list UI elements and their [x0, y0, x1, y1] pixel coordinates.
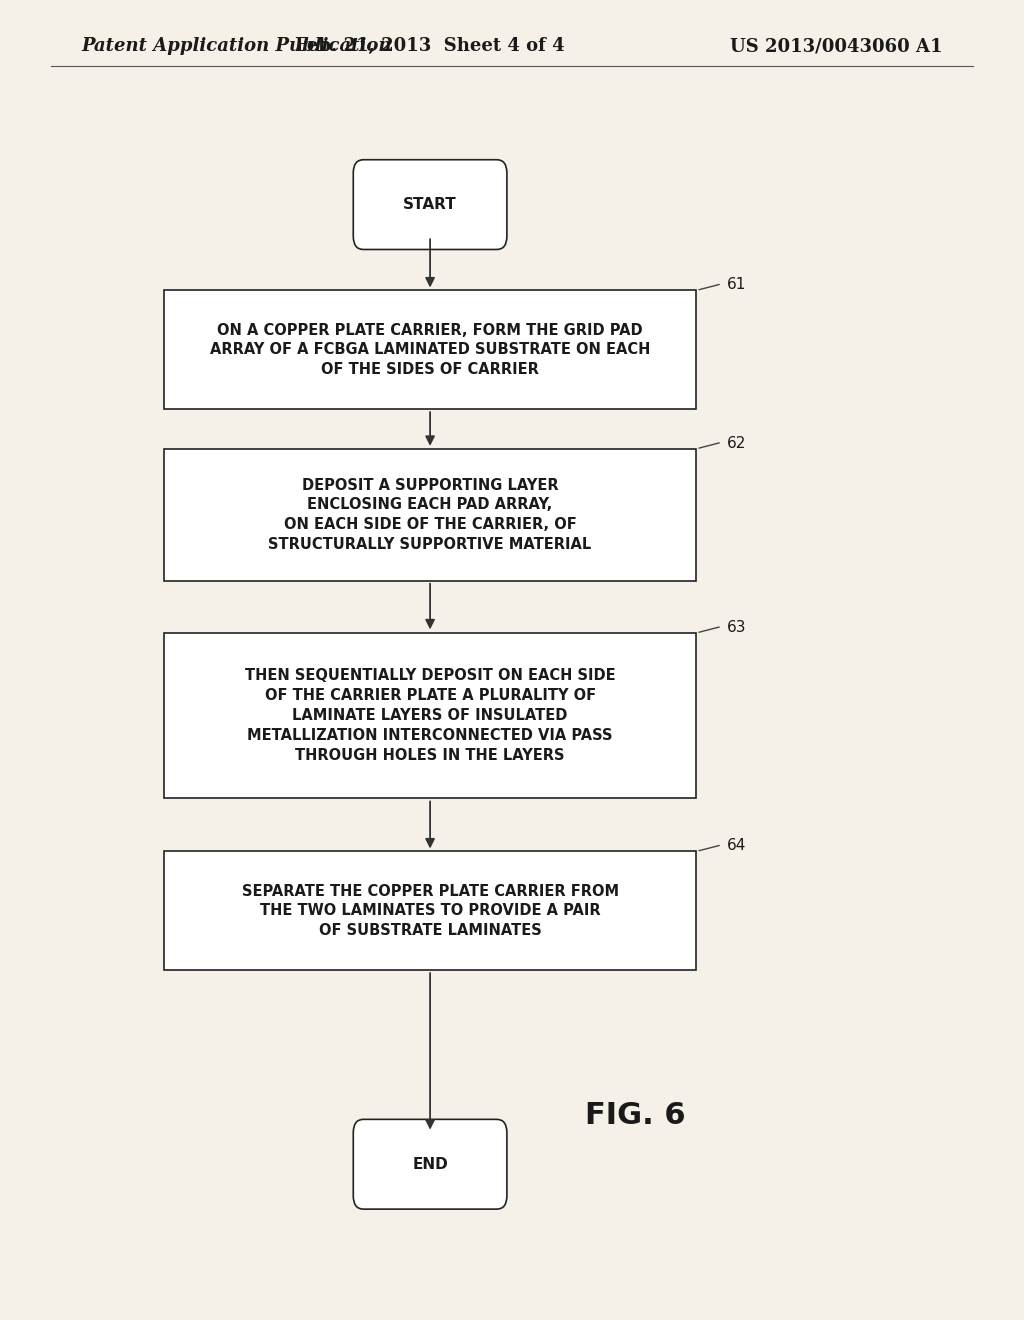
FancyBboxPatch shape	[353, 1119, 507, 1209]
Text: US 2013/0043060 A1: US 2013/0043060 A1	[729, 37, 942, 55]
FancyBboxPatch shape	[353, 160, 507, 249]
Text: 64: 64	[727, 838, 746, 853]
Text: END: END	[413, 1156, 447, 1172]
Text: START: START	[403, 197, 457, 213]
Text: 61: 61	[727, 277, 746, 292]
Text: ON A COPPER PLATE CARRIER, FORM THE GRID PAD
ARRAY OF A FCBGA LAMINATED SUBSTRAT: ON A COPPER PLATE CARRIER, FORM THE GRID…	[210, 322, 650, 378]
Bar	[164, 634, 696, 797]
Text: FIG. 6: FIG. 6	[585, 1101, 685, 1130]
Bar	[164, 851, 696, 970]
Bar	[164, 449, 696, 581]
Bar	[164, 290, 696, 409]
Text: 63: 63	[727, 620, 746, 635]
Text: 62: 62	[727, 436, 746, 450]
Text: THEN SEQUENTIALLY DEPOSIT ON EACH SIDE
OF THE CARRIER PLATE A PLURALITY OF
LAMIN: THEN SEQUENTIALLY DEPOSIT ON EACH SIDE O…	[245, 668, 615, 763]
Text: SEPARATE THE COPPER PLATE CARRIER FROM
THE TWO LAMINATES TO PROVIDE A PAIR
OF SU: SEPARATE THE COPPER PLATE CARRIER FROM T…	[242, 883, 618, 939]
Text: Patent Application Publication: Patent Application Publication	[82, 37, 392, 55]
Text: DEPOSIT A SUPPORTING LAYER
ENCLOSING EACH PAD ARRAY,
ON EACH SIDE OF THE CARRIER: DEPOSIT A SUPPORTING LAYER ENCLOSING EAC…	[268, 478, 592, 552]
Text: Feb. 21, 2013  Sheet 4 of 4: Feb. 21, 2013 Sheet 4 of 4	[295, 37, 565, 55]
